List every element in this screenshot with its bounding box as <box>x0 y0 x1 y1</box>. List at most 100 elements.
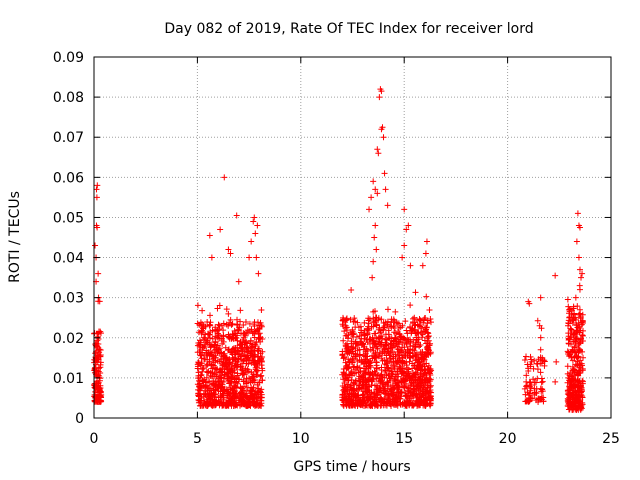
data-point <box>361 319 368 326</box>
data-point <box>579 318 586 325</box>
data-point <box>381 170 388 177</box>
data-point <box>215 388 222 395</box>
data-point <box>391 363 398 370</box>
data-point <box>244 384 251 391</box>
data-point <box>392 335 399 342</box>
data-point <box>350 343 357 350</box>
data-point <box>421 337 428 344</box>
data-point <box>570 383 577 390</box>
data-point <box>384 202 391 209</box>
y-axis-label: ROTI / TECUs <box>7 191 23 283</box>
data-point <box>382 341 389 348</box>
data-point <box>203 351 210 358</box>
data-point <box>345 331 352 338</box>
data-point <box>198 322 205 329</box>
y-tick-label: 0 <box>75 411 84 427</box>
data-point <box>209 335 216 342</box>
data-point <box>207 369 214 376</box>
data-point <box>382 319 389 326</box>
data-point <box>410 337 417 344</box>
data-point <box>574 303 581 310</box>
data-point <box>231 375 238 382</box>
data-point <box>396 355 403 362</box>
data-point <box>354 341 361 348</box>
data-point <box>415 329 422 336</box>
data-point <box>427 365 434 372</box>
data-point <box>367 393 374 400</box>
data-point <box>217 366 224 373</box>
x-tick-label: 5 <box>193 431 202 447</box>
data-point <box>575 379 582 386</box>
data-point <box>197 342 204 349</box>
data-point <box>240 370 247 377</box>
data-point <box>392 308 399 315</box>
data-point <box>206 393 213 400</box>
data-point <box>418 363 425 370</box>
data-point <box>230 347 237 354</box>
data-point <box>426 367 433 374</box>
data-point <box>572 294 579 301</box>
data-point <box>402 393 409 400</box>
data-point <box>198 384 205 391</box>
data-point <box>367 402 374 409</box>
data-point <box>397 333 404 340</box>
data-point <box>384 357 391 364</box>
data-point <box>358 339 365 346</box>
data-point <box>575 387 582 394</box>
data-point <box>538 375 545 382</box>
data-point <box>395 341 402 348</box>
data-point <box>565 396 572 403</box>
data-point <box>373 343 380 350</box>
data-point <box>541 357 548 364</box>
data-point <box>387 356 394 363</box>
y-tick-label: 0.09 <box>53 50 84 66</box>
y-tick-label: 0.02 <box>53 331 84 347</box>
data-point <box>348 402 355 409</box>
data-point <box>92 242 99 249</box>
data-point <box>396 363 403 370</box>
data-point <box>577 310 584 317</box>
data-point <box>372 330 379 337</box>
data-point <box>539 386 546 393</box>
data-point <box>371 390 378 397</box>
data-point <box>573 322 580 329</box>
data-point <box>368 194 375 201</box>
data-point <box>234 321 241 328</box>
x-tick-label: 0 <box>90 431 99 447</box>
data-point <box>340 366 347 373</box>
data-point <box>247 402 254 409</box>
data-point <box>569 400 576 407</box>
data-point <box>213 327 220 334</box>
data-point <box>424 340 431 347</box>
data-point <box>364 331 371 338</box>
data-point <box>382 381 389 388</box>
data-point <box>368 389 375 396</box>
data-point <box>346 372 353 379</box>
data-point <box>222 344 229 351</box>
data-point <box>570 377 577 384</box>
data-point <box>342 322 349 329</box>
data-point <box>216 345 223 352</box>
data-point <box>214 334 221 341</box>
data-point <box>389 344 396 351</box>
data-point <box>252 230 259 237</box>
data-point <box>339 321 346 328</box>
data-point <box>409 365 416 372</box>
data-point <box>259 365 266 372</box>
data-point <box>423 400 430 407</box>
data-point <box>370 337 377 344</box>
data-point <box>251 348 258 355</box>
data-point <box>241 331 248 338</box>
data-point <box>526 398 533 405</box>
data-point <box>250 218 257 225</box>
data-point <box>205 378 212 385</box>
data-point <box>369 336 376 343</box>
data-point <box>255 270 262 277</box>
data-point <box>579 270 586 277</box>
data-point <box>386 352 393 359</box>
data-point <box>393 336 400 343</box>
data-point <box>359 384 366 391</box>
data-point <box>253 368 260 375</box>
data-point <box>564 348 571 355</box>
data-point <box>343 315 350 322</box>
